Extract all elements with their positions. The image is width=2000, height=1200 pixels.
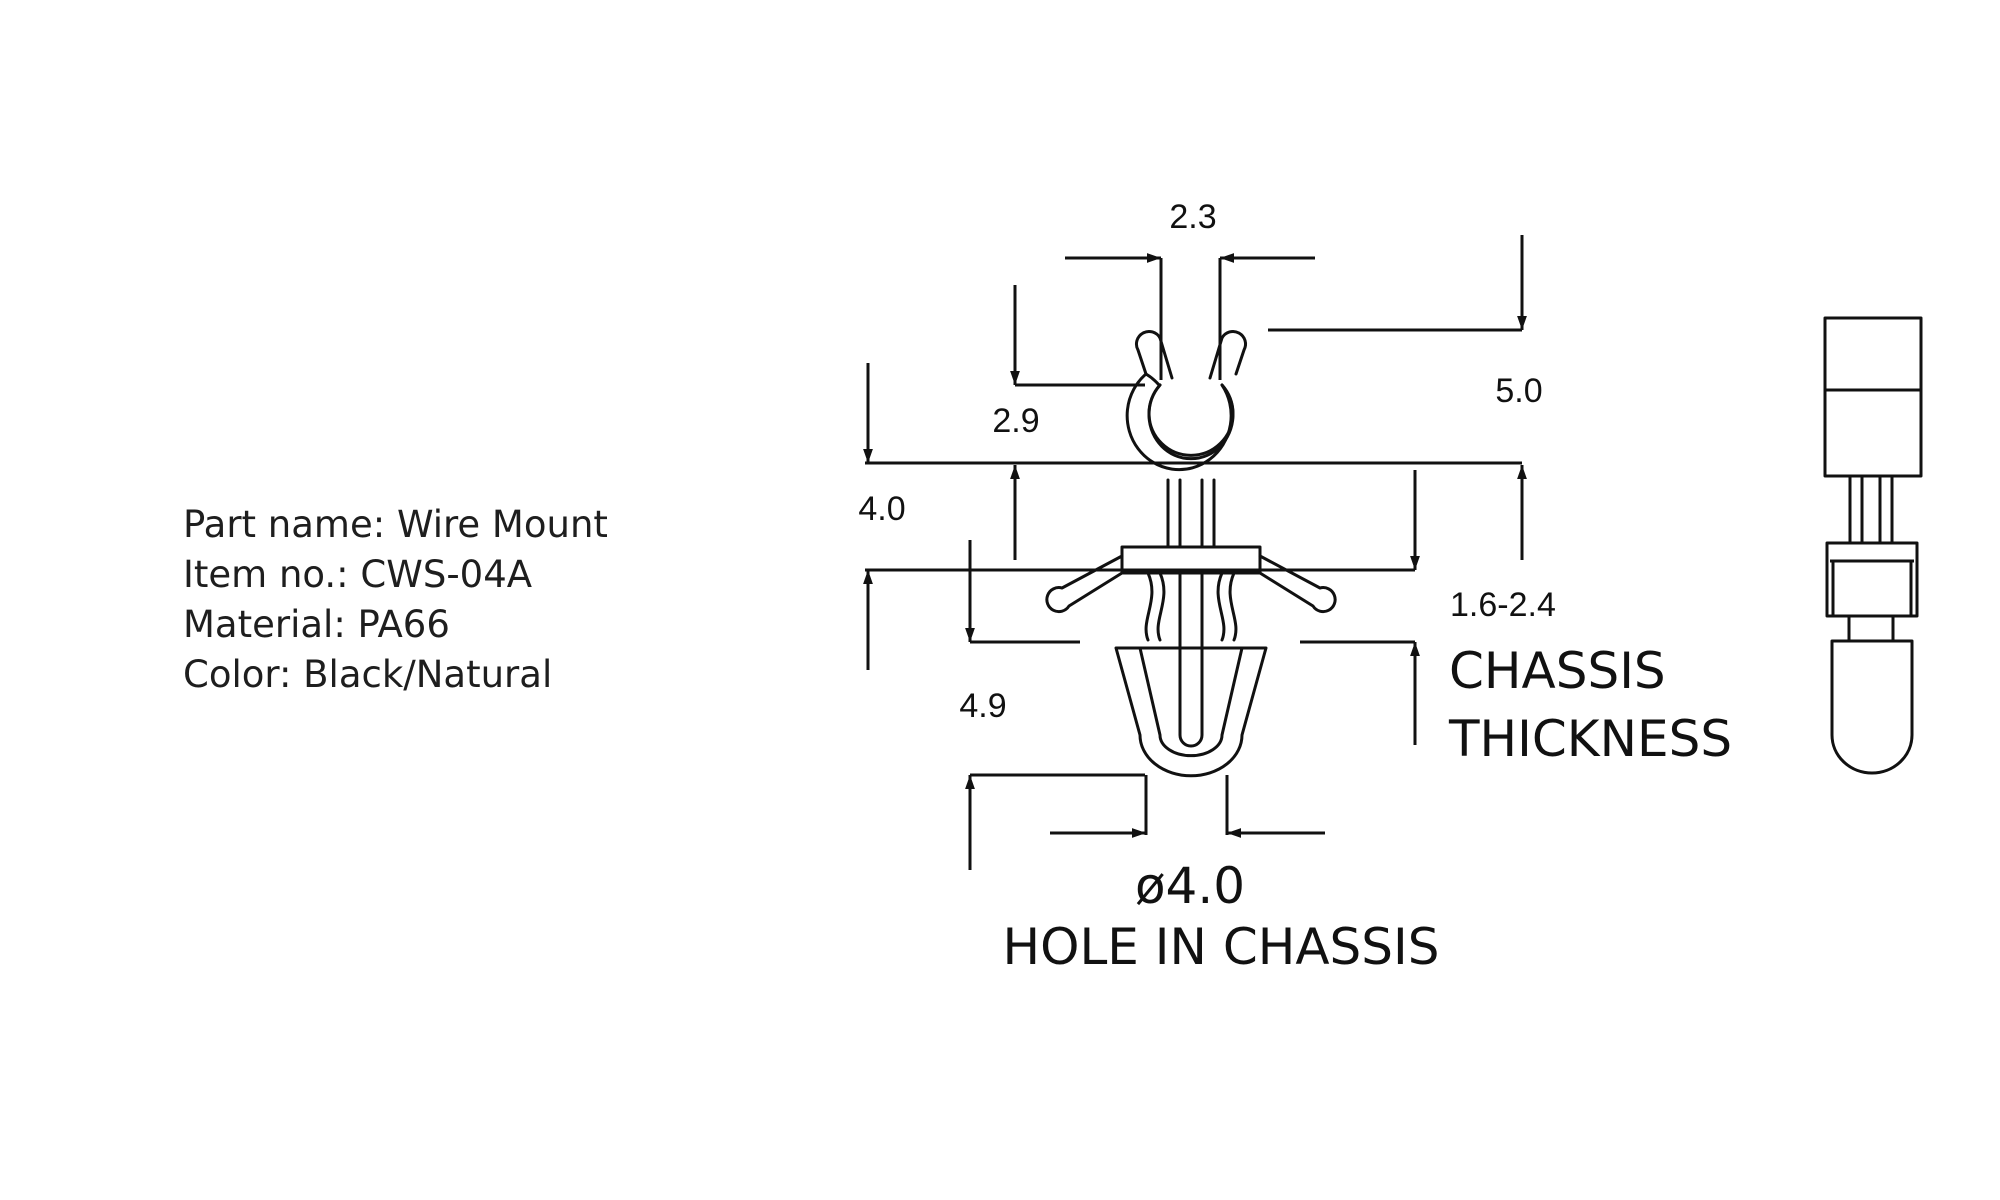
dim-hole-diameter: ø4.0 [1135,857,1245,915]
side-head [1823,316,1923,478]
spec-block: Part name: Wire Mount Item no.: CWS-04A … [183,500,608,700]
side-flange [1825,541,1919,618]
barb-inner [1138,646,1244,758]
flange-plate [1120,545,1262,575]
clip-tine-left [1134,329,1174,380]
wire-mount-side-view [1823,316,1923,775]
side-flange-legs [1831,561,1913,616]
legs-upper [1144,571,1238,642]
part-name-text: Part name: Wire Mount [183,503,608,546]
side-neck2 [1847,614,1895,643]
dim-gap-width: 2.3 [1169,198,1216,236]
wire-mount-front-view [1045,329,1337,778]
chassis-note-line1: CHASSIS [1449,642,1666,700]
clip-tine-right [1208,329,1248,380]
item-number-text: Item no.: CWS-04A [183,553,533,596]
clip-ring [1125,372,1235,472]
neck [1166,478,1216,549]
hole-note: HOLE IN CHASSIS [1002,918,1439,976]
dim-chassis-range: 1.6-2.4 [1450,586,1556,624]
wing-right [1258,554,1337,614]
dim-top-height: 5.0 [1495,372,1542,410]
barb-cone [1114,646,1268,778]
clip-ring-inner [1147,383,1235,461]
side-tip [1830,639,1914,775]
material-text: Material: PA66 [183,603,450,646]
wing-left [1045,554,1124,614]
side-neck-lines [1860,476,1882,543]
chassis-note-line2: THICKNESS [1448,710,1732,768]
color-text: Color: Black/Natural [183,653,553,696]
side-neck [1848,474,1894,545]
dim-head-height: 4.0 [858,490,905,528]
dim-clip-depth: 2.9 [992,402,1039,440]
stem [1178,571,1204,748]
dim-leg-length: 4.9 [959,687,1006,725]
dimension-lines [863,235,1527,870]
